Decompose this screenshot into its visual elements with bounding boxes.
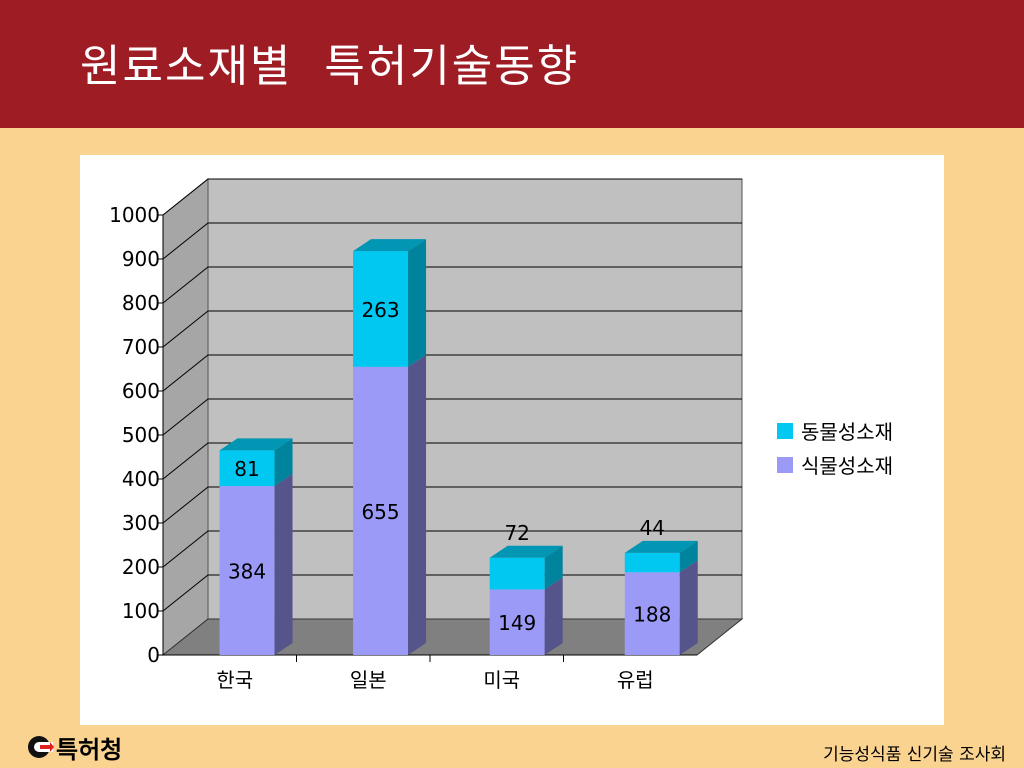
bar-side [408,354,427,655]
footer-text: 기능성식품 신기술 조사회 [823,745,1006,765]
bar-plant-3 [624,572,680,655]
slide-title: 원료소재별 특허기술동향 [80,41,580,92]
bar-plant-1 [353,366,409,655]
stacked-bar-chart: 0 100 200 300 400 500 600 700 800 900 1000 384 81 한국 6… [109,177,893,692]
gridline [162,486,742,524]
bar-animal-2 [489,557,545,590]
bar-side [679,540,698,573]
y-tick-label: 600 [122,379,160,403]
y-tick-label: 700 [122,335,160,359]
bar-side [544,545,563,590]
y-tick-label: 900 [122,247,160,271]
category-label: 한국 [216,668,253,692]
data-label: 188 [633,603,671,627]
legend-label: 식물성소재 [801,454,893,478]
data-label: 149 [498,611,536,635]
y-tick-label: 200 [122,555,160,579]
data-label: 263 [361,298,399,322]
bar-side [408,239,427,367]
category-label: 미국 [483,668,520,692]
kipo-logo-icon [28,736,54,758]
legend-swatch [777,457,793,473]
y-tick-label: 0 [147,643,160,667]
org-name: 특허청 [56,735,123,764]
bar-side [274,438,293,487]
gridline [162,354,742,392]
bar-animal-1 [353,251,409,367]
kipo-logo: 특허청 [26,732,123,764]
legend-label: 동물성소재 [801,420,893,444]
bar-plant-2 [489,589,545,655]
y-tick-label: 500 [122,423,160,447]
bar-side [679,560,698,655]
bar-top [353,239,427,252]
bar-side [544,577,563,655]
gridline [162,442,742,480]
category-label: 일본 [350,668,387,692]
gridline [162,222,742,260]
data-label: 384 [228,560,266,584]
y-tick-label: 1000 [109,203,160,227]
bar-animal-3 [624,552,680,573]
gridline [162,530,742,568]
gridline [162,310,742,348]
bar-top [219,438,293,451]
bar-animal-0 [219,450,275,487]
y-tick-label: 300 [122,511,160,535]
title-bar: 원료소재별 특허기술동향 [0,0,1024,128]
category-label: 유럽 [617,668,654,692]
data-label: 72 [504,521,529,545]
bar-plant-0 [219,486,275,655]
legend-swatch [777,423,793,439]
gridline [162,178,742,216]
gridline [162,266,742,304]
y-tick-label: 100 [122,599,160,623]
gridline [162,398,742,436]
y-tick-label: 400 [122,467,160,491]
data-label: 655 [361,500,399,524]
bar-top [624,540,698,553]
bar-side [274,474,293,655]
data-label: 44 [640,516,665,540]
data-label: 81 [234,457,259,481]
chart-panel: 0 100 200 300 400 500 600 700 800 900 1000 384 81 한국 6… [80,155,944,725]
gridline [162,574,742,612]
y-tick-label: 800 [122,291,160,315]
bar-top [489,545,563,558]
